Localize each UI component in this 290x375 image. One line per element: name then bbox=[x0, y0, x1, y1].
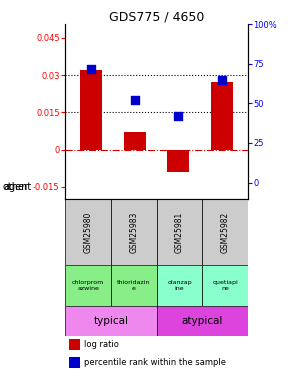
Point bbox=[133, 97, 137, 103]
Text: olanzap
ine: olanzap ine bbox=[167, 280, 192, 291]
Bar bbox=[211, 82, 233, 150]
Text: GSM25980: GSM25980 bbox=[84, 211, 93, 253]
Point bbox=[220, 77, 224, 83]
Bar bbox=[65, 265, 111, 306]
Bar bbox=[80, 70, 102, 150]
Text: thioridazin
e: thioridazin e bbox=[117, 280, 151, 291]
Bar bbox=[111, 265, 157, 306]
Bar bbox=[167, 150, 189, 172]
Text: percentile rank within the sample: percentile rank within the sample bbox=[84, 358, 226, 367]
Bar bbox=[157, 199, 202, 265]
Bar bbox=[69, 357, 80, 368]
Title: GDS775 / 4650: GDS775 / 4650 bbox=[109, 10, 204, 23]
Text: GSM25983: GSM25983 bbox=[129, 211, 138, 253]
Bar bbox=[65, 306, 157, 336]
Text: GSM25982: GSM25982 bbox=[221, 211, 230, 253]
Text: log ratio: log ratio bbox=[84, 340, 118, 349]
Text: GSM25981: GSM25981 bbox=[175, 211, 184, 253]
Bar bbox=[65, 199, 111, 265]
Bar bbox=[202, 199, 248, 265]
Bar bbox=[124, 132, 146, 150]
Text: other: other bbox=[3, 183, 29, 192]
Text: quetiapi
ne: quetiapi ne bbox=[212, 280, 238, 291]
Bar bbox=[111, 199, 157, 265]
Bar bbox=[157, 265, 202, 306]
Point bbox=[89, 66, 94, 72]
Bar bbox=[157, 306, 248, 336]
Text: chlorprom
azwine: chlorprom azwine bbox=[72, 280, 104, 291]
Bar bbox=[69, 339, 80, 350]
Text: atypical: atypical bbox=[182, 316, 223, 326]
Text: typical: typical bbox=[93, 316, 128, 326]
Text: agent: agent bbox=[3, 183, 31, 192]
Bar bbox=[202, 265, 248, 306]
Point bbox=[176, 113, 181, 119]
